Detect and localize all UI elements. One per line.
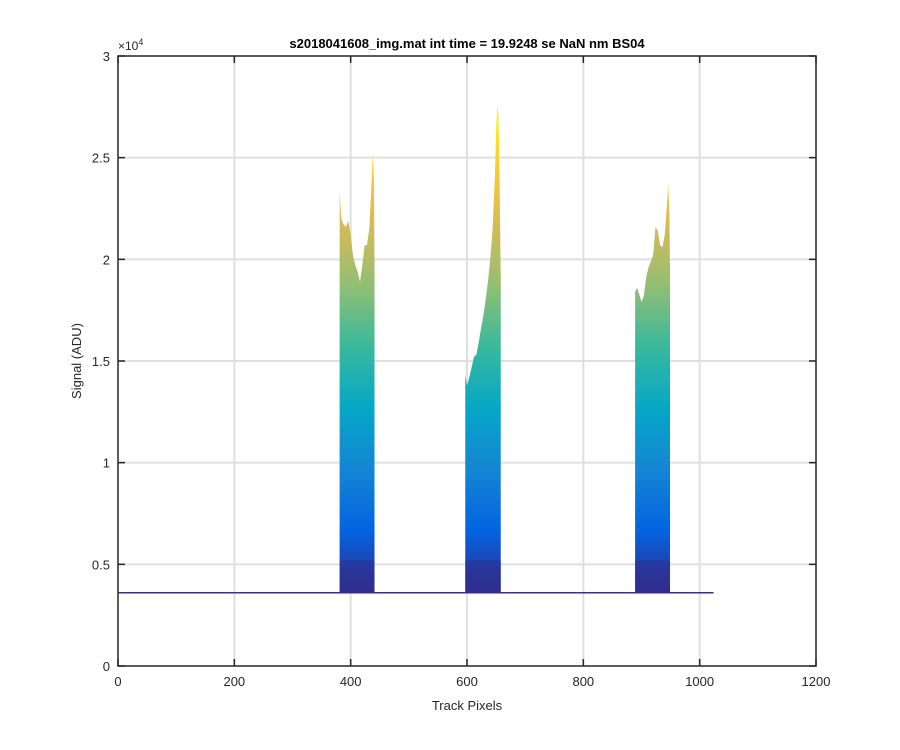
- y-tick-label: 0.5: [92, 557, 110, 572]
- y-tick-label: 3: [103, 49, 110, 64]
- y-tick-label: 1.5: [92, 354, 110, 369]
- signal-peak-base-2: [465, 560, 501, 593]
- x-tick-label: 1200: [802, 674, 831, 689]
- chart-title: s2018041608_img.mat int time = 19.9248 s…: [289, 36, 645, 51]
- signal-peak-base-3: [635, 560, 671, 593]
- x-tick-label: 800: [572, 674, 594, 689]
- signal-peak-3: [635, 184, 671, 593]
- y-tick-label: 2: [103, 252, 110, 267]
- y-tick-labels: 0 0.5 1 1.5 2 2.5 3: [92, 49, 110, 674]
- x-tick-label: 600: [456, 674, 478, 689]
- data-layer: [118, 104, 714, 594]
- x-tick-label: 200: [223, 674, 245, 689]
- x-axis-label: Track Pixels: [432, 698, 503, 713]
- x-tick-label: 0: [114, 674, 121, 689]
- tick-marks: [117, 55, 817, 667]
- signal-peak-2: [465, 104, 501, 593]
- x-tick-labels: 0 200 400 600 800 1000 1200: [114, 674, 830, 689]
- signal-peak-1: [339, 153, 375, 593]
- y-tick-label: 0: [103, 659, 110, 674]
- y-exponent-label: ×104: [118, 37, 143, 53]
- y-axis-label: Signal (ADU): [69, 323, 84, 399]
- y-tick-label: 1: [103, 456, 110, 471]
- signal-peak-base-1: [339, 560, 375, 593]
- x-tick-label: 400: [340, 674, 362, 689]
- x-tick-label: 1000: [685, 674, 714, 689]
- y-tick-label: 2.5: [92, 151, 110, 166]
